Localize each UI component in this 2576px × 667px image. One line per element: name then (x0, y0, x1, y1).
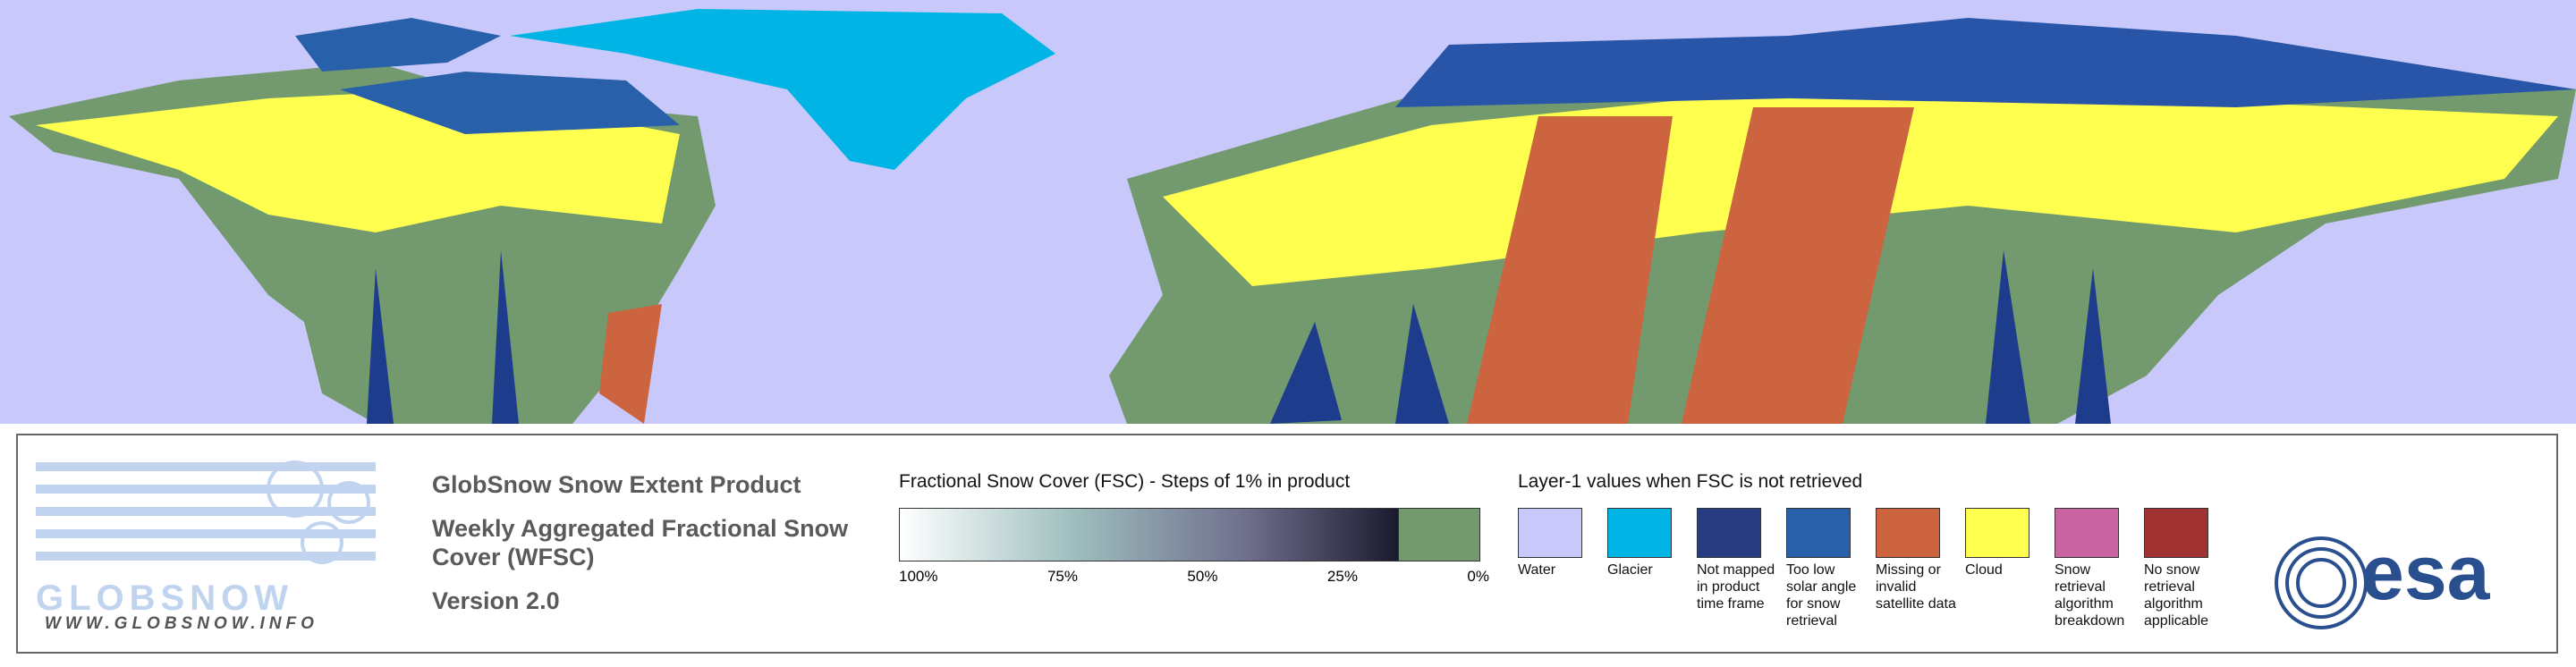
legend-label: Glacier (1607, 562, 1653, 578)
fsc-gradient (899, 508, 1399, 561)
snow-map (0, 0, 2576, 424)
legend-label: Missing or invalid satellite data (1876, 562, 1956, 612)
logo-url: WWW.GLOBSNOW.INFO (45, 614, 318, 633)
product-title: GlobSnow Snow Extent Product (432, 471, 801, 498)
fsc-title: Fractional Snow Cover (FSC) - Steps of 1… (899, 471, 1351, 492)
layer1-legend: Water Glacier Not mapped in product time f… (1518, 508, 2233, 629)
legend-item: Not mapped in product time frame (1697, 508, 1786, 629)
legend-swatch (1965, 508, 2029, 558)
fsc-zero-swatch (1398, 508, 1480, 561)
fsc-ticks: 100% 75% 50% 25% 0% (899, 568, 1489, 586)
legend-item: No snow retrieval algorithm applicable (2144, 508, 2233, 629)
legend-swatch (2055, 508, 2119, 558)
legend: GLOBSNOW WWW.GLOBSNOW.INFO GlobSnow Snow… (16, 434, 2558, 654)
legend-swatch (1786, 508, 1851, 558)
legend-item: Too low solar angle for snow retrieval (1786, 508, 1876, 629)
legend-item: Missing or invalid satellite data (1876, 508, 1965, 629)
fsc-tick-label: 100% (899, 568, 938, 585)
legend-label: Not mapped in product time frame (1697, 562, 1775, 612)
product-version: Version 2.0 (432, 587, 560, 614)
legend-label: No snow retrieval algorithm applicable (2144, 562, 2209, 629)
fsc-tick-label: 75% (1046, 568, 1078, 585)
legend-swatch (1607, 508, 1672, 558)
legend-item: Water (1518, 508, 1607, 629)
legend-label: Cloud (1965, 562, 2003, 578)
fsc-tick-label: 50% (1187, 568, 1218, 585)
esa-logo-text: esa (2361, 530, 2490, 616)
legend-item: Snow retrieval algorithm breakdown (2055, 508, 2144, 629)
legend-swatch (1697, 508, 1761, 558)
logo-graphic (36, 460, 376, 564)
layer1-title: Layer-1 values when FSC is not retrieved (1518, 471, 1863, 492)
legend-swatch (2144, 508, 2208, 558)
legend-label: Water (1518, 562, 1556, 578)
legend-swatch (1518, 508, 1582, 558)
legend-swatch (1876, 508, 1940, 558)
fsc-tick-label: 25% (1326, 568, 1358, 585)
product-subtitle: Weekly Aggregated Fractional Snow Cover … (432, 515, 849, 570)
legend-label: Snow retrieval algorithm breakdown (2055, 562, 2125, 629)
legend-item: Glacier (1607, 508, 1697, 629)
legend-item: Cloud (1965, 508, 2055, 629)
logo-name: GLOBSNOW (36, 578, 293, 618)
esa-logo-mark (2275, 536, 2368, 629)
fsc-tick-label: 0% (1467, 568, 1489, 585)
legend-label: Too low solar angle for snow retrieval (1786, 562, 1857, 629)
